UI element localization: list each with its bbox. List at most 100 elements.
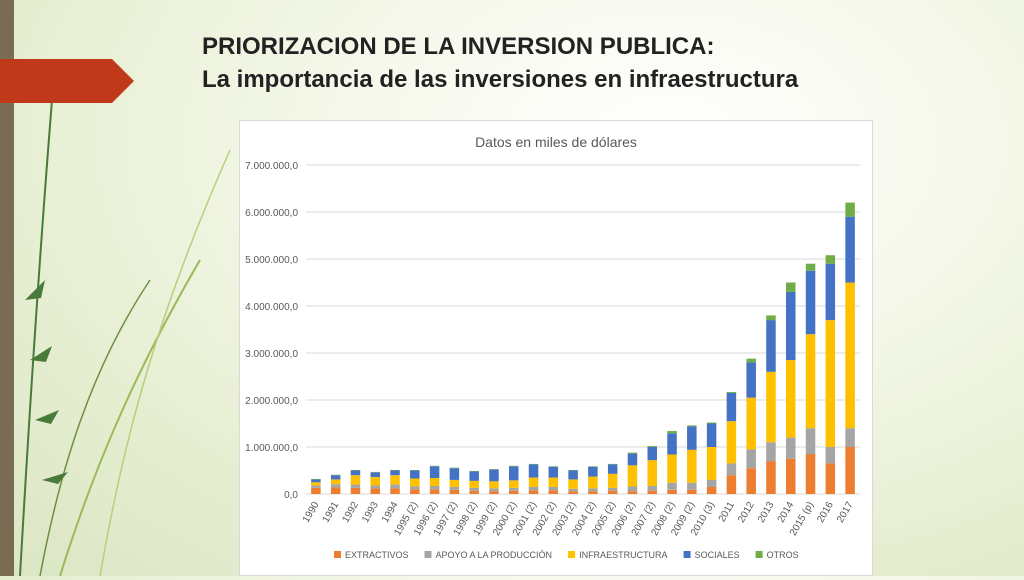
- bar-segment: [509, 480, 518, 488]
- bar-segment: [371, 477, 380, 485]
- bar-segment: [529, 490, 538, 494]
- bar-segment: [509, 491, 518, 494]
- bar-segment: [351, 471, 360, 476]
- bar-segment: [766, 461, 775, 494]
- bar-segment: [648, 486, 657, 491]
- slide-title: PRIORIZACION DE LA INVERSION PUBLICA: La…: [202, 30, 1002, 96]
- bar-segment: [529, 464, 538, 477]
- x-tick-label: 1992: [340, 500, 361, 525]
- bar-segment: [845, 217, 854, 283]
- title-line-1: PRIORIZACION DE LA INVERSION PUBLICA:: [202, 30, 1002, 63]
- red-tab: [0, 59, 134, 103]
- bar-segment: [806, 428, 815, 454]
- bar-segment: [549, 467, 558, 478]
- bar-segment: [529, 478, 538, 487]
- y-tick-label: 3.000.000,0: [245, 349, 298, 360]
- bar-segment: [667, 431, 676, 433]
- bar-segment: [727, 463, 736, 475]
- bar-segment: [746, 359, 755, 363]
- bar-segment: [746, 449, 755, 468]
- y-tick-label: 7.000.000,0: [245, 161, 298, 172]
- bar-segment: [786, 283, 795, 292]
- bar-segment: [707, 423, 716, 424]
- legend-swatch: [684, 551, 691, 558]
- x-tick-label: 2013: [756, 500, 777, 525]
- bar-segment: [826, 320, 835, 447]
- bar-segment: [509, 488, 518, 491]
- x-tick-label: 2016: [815, 500, 836, 525]
- bar-segment: [687, 450, 696, 483]
- bar-segment: [608, 474, 617, 488]
- bar-segment: [450, 480, 459, 487]
- bar-segment: [628, 465, 637, 486]
- y-tick-label: 5.000.000,0: [245, 255, 298, 266]
- bar-segment: [469, 471, 478, 480]
- bar-segment: [707, 424, 716, 448]
- bar-segment: [351, 485, 360, 488]
- bar-segment: [687, 426, 696, 450]
- bar-segment: [450, 468, 459, 480]
- bar-segment: [311, 479, 320, 482]
- bar-segment: [608, 488, 617, 491]
- bar-segment: [509, 466, 518, 480]
- bar-segment: [390, 485, 399, 489]
- bar-segment: [707, 487, 716, 494]
- legend-swatch: [334, 551, 341, 558]
- bar-segment: [806, 454, 815, 494]
- bar-segment: [826, 447, 835, 463]
- bar-segment: [727, 475, 736, 494]
- bar-segment: [351, 475, 360, 484]
- bar-segment: [786, 360, 795, 438]
- bar-segment: [469, 488, 478, 491]
- bar-segment: [410, 486, 419, 489]
- bar-segment: [628, 453, 637, 454]
- bar-segment: [371, 472, 380, 477]
- bar-segment: [845, 283, 854, 429]
- legend-label: OTROS: [767, 550, 799, 560]
- bar-segment: [549, 478, 558, 487]
- x-tick-label: 1993: [360, 500, 381, 525]
- y-tick-label: 2.000.000,0: [245, 396, 298, 407]
- bar-segment: [568, 489, 577, 491]
- bar-segment: [430, 489, 439, 494]
- bar-segment: [608, 491, 617, 494]
- bar-segment: [568, 491, 577, 494]
- bar-segment: [410, 471, 419, 479]
- bar-segment: [845, 428, 854, 447]
- bar-segment: [667, 483, 676, 490]
- bar-segment: [806, 334, 815, 428]
- legend-swatch: [568, 551, 575, 558]
- bar-segment: [410, 489, 419, 494]
- bar-segment: [687, 490, 696, 494]
- legend-label: APOYO A LA PRODUCCIÓN: [436, 550, 553, 560]
- y-tick-label: 4.000.000,0: [245, 302, 298, 313]
- bar-segment: [568, 471, 577, 480]
- bar-segment: [608, 464, 617, 473]
- bar-segment: [588, 491, 597, 494]
- bar-segment: [845, 447, 854, 494]
- bar-segment: [826, 463, 835, 494]
- bar-segment: [648, 447, 657, 460]
- bar-segment: [549, 487, 558, 490]
- bar-segment: [450, 487, 459, 490]
- x-tick-label: 2017: [835, 500, 856, 525]
- legend-swatch: [756, 551, 763, 558]
- bar-segment: [727, 392, 736, 393]
- bar-segment: [766, 320, 775, 372]
- bar-segment: [390, 471, 399, 476]
- bar-segment: [588, 477, 597, 489]
- bar-segment: [469, 491, 478, 494]
- bar-segment: [311, 488, 320, 494]
- bar-segment: [667, 490, 676, 494]
- bar-segment: [746, 398, 755, 450]
- bar-segment: [489, 491, 498, 494]
- chart-title: Datos en miles de dólares: [475, 134, 637, 150]
- bar-segment: [549, 490, 558, 494]
- bar-segment: [410, 478, 419, 486]
- bar-segment: [489, 488, 498, 491]
- x-tick-label: 1991: [321, 500, 342, 525]
- bar-segment: [489, 481, 498, 488]
- title-line-2: La importancia de las inversiones en inf…: [202, 63, 1002, 96]
- bar-segment: [430, 486, 439, 489]
- bar-segment: [351, 488, 360, 494]
